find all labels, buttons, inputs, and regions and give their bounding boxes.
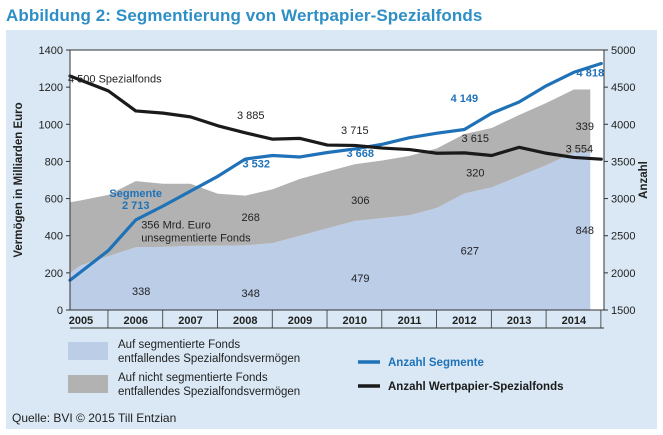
annotation-label: 3 885 bbox=[237, 110, 265, 122]
annotation-label: 3 615 bbox=[462, 133, 490, 145]
x-tick-label: 2008 bbox=[233, 315, 257, 327]
y-axis-title-right: Anzahl bbox=[638, 161, 650, 199]
annotation-label: 3 668 bbox=[347, 148, 375, 160]
area-segmented bbox=[70, 152, 591, 310]
y-tick-label-right: 4000 bbox=[611, 119, 635, 131]
y-tick-label-right: 3500 bbox=[611, 156, 635, 168]
chart-svg: 0 200 400 600 800 1000 1200 1400 1500 2000 2500 300… bbox=[13, 45, 650, 398]
x-tick-label: 2005 bbox=[69, 315, 93, 327]
annotation-label: 3 554 bbox=[566, 144, 594, 156]
x-tick-label: 2013 bbox=[507, 315, 531, 327]
y-tick-label-right: 1500 bbox=[611, 305, 635, 317]
y-tick-label-left: 1400 bbox=[39, 45, 63, 57]
x-tick-label: 2009 bbox=[288, 315, 312, 327]
y-tick-label-right: 3000 bbox=[611, 194, 635, 206]
chart-title: Abbildung 2: Segmentierung von Wertpapie… bbox=[6, 6, 483, 25]
annotation-label: 848 bbox=[576, 225, 594, 237]
x-tick-label: 2012 bbox=[452, 315, 476, 327]
area-unsegmented bbox=[70, 89, 591, 273]
x-tick-label: 2014 bbox=[562, 315, 587, 327]
legend-label-unsegmented-2: entfallendes Spezialfondsvermögen bbox=[118, 386, 300, 398]
annotation-label: 306 bbox=[351, 195, 369, 207]
y-tick-label-right: 2000 bbox=[611, 268, 635, 280]
y-tick-label-left: 1200 bbox=[39, 82, 63, 94]
annotation-label: 320 bbox=[466, 167, 484, 179]
annotation-label: 348 bbox=[242, 288, 260, 300]
y-tick-label-left: 400 bbox=[45, 231, 63, 243]
y-tick-label-left: 0 bbox=[57, 305, 63, 317]
annotation-label: 268 bbox=[242, 212, 260, 224]
plot-border bbox=[69, 49, 605, 311]
x-tick-label: 2011 bbox=[398, 315, 422, 327]
y-tick-label-right: 5000 bbox=[611, 45, 635, 57]
annotation-label: 338 bbox=[132, 286, 150, 298]
y-tick-label-right: 2500 bbox=[611, 231, 635, 243]
annotation-label: 2 713 bbox=[122, 200, 150, 212]
annotation-label: unsegmentierte Fonds bbox=[141, 232, 251, 244]
annotation-label: 339 bbox=[576, 121, 594, 133]
y-tick-label-left: 1000 bbox=[39, 119, 63, 131]
legend-label-segmented-2: entfallendes Spezialfondsvermögen bbox=[118, 353, 300, 365]
legend-label-segmented-1: Auf segmentierte Fonds bbox=[118, 339, 240, 351]
annotation-label: 4 500 Spezialfonds bbox=[68, 74, 162, 86]
y-tick-label-left: 800 bbox=[45, 156, 63, 168]
annotation-label: Segmente bbox=[109, 188, 162, 200]
annotation-label: 3 715 bbox=[341, 125, 369, 137]
annotation-label: 479 bbox=[351, 273, 369, 285]
legend-swatch-unsegmented bbox=[68, 375, 108, 393]
annotation-label: 4 149 bbox=[451, 93, 479, 105]
source-note: Quelle: BVI © 2015 Till Entzian bbox=[12, 411, 177, 425]
x-tick-label: 2010 bbox=[343, 315, 367, 327]
annotation-label: 4 818 bbox=[577, 68, 605, 80]
y-axis-title-left: Vermögen in Milliarden Euro bbox=[13, 102, 25, 257]
y-tick-label-left: 600 bbox=[45, 194, 63, 206]
chart-frame: 0 200 400 600 800 1000 1200 1400 1500 2000 2500 300… bbox=[6, 30, 657, 429]
y-tick-label-left: 200 bbox=[45, 268, 63, 280]
legend-label-funds: Anzahl Wertpapier-Spezialfonds bbox=[388, 381, 564, 393]
x-tick-label: 2007 bbox=[178, 315, 202, 327]
x-tick-label: 2006 bbox=[123, 315, 147, 327]
legend-swatch-segmented bbox=[68, 342, 108, 360]
annotation-label: 356 Mrd. Euro bbox=[141, 220, 211, 232]
legend-label-unsegmented-1: Auf nicht segmentierte Fonds bbox=[118, 372, 268, 384]
line-funds bbox=[68, 74, 603, 161]
line-segments bbox=[68, 61, 603, 282]
y-tick-label-right: 4500 bbox=[611, 82, 635, 94]
annotation-label: 627 bbox=[461, 245, 479, 257]
legend-label-segments: Anzahl Segmente bbox=[388, 357, 484, 369]
annotation-label: 3 532 bbox=[242, 158, 270, 170]
